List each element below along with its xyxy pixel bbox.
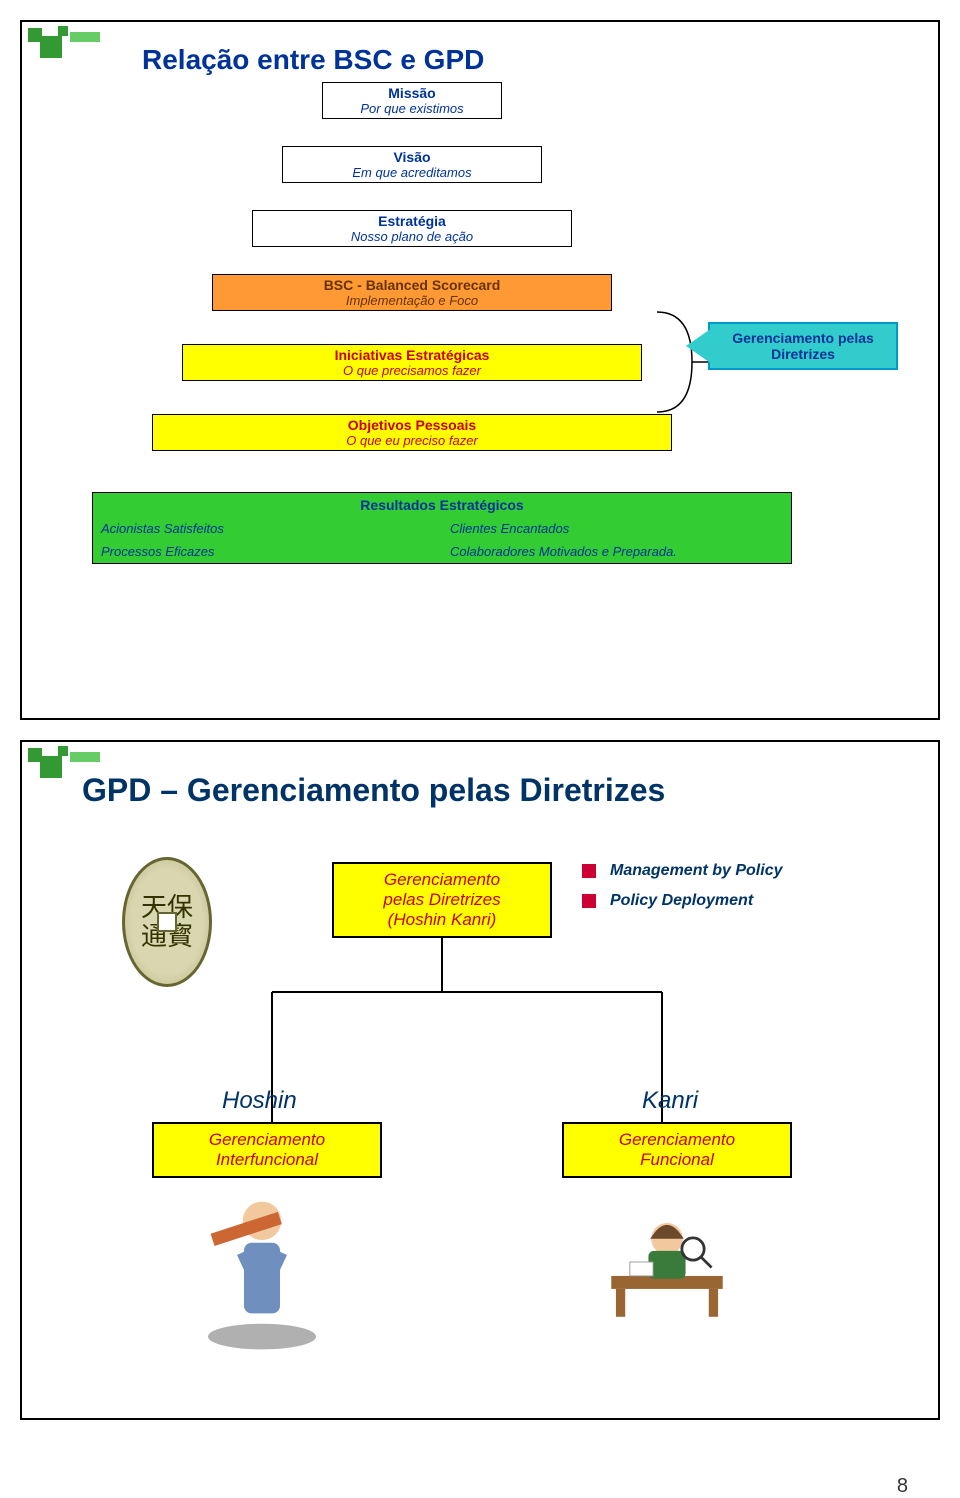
results-cell: Processos Eficazes bbox=[93, 540, 442, 563]
results-block: Resultados Estratégicos Acionistas Satis… bbox=[92, 492, 792, 564]
pyramid-sublabel: O que eu preciso fazer bbox=[153, 433, 671, 448]
slide2-title: GPD – Gerenciamento pelas Diretrizes bbox=[82, 772, 665, 809]
pyramid-level: VisãoEm que acreditamos bbox=[282, 146, 542, 183]
bullet-list: Management by Policy Policy Deployment bbox=[582, 862, 783, 922]
bullet-text: Management by Policy bbox=[610, 862, 783, 880]
pyramid-sublabel: Implementação e Foco bbox=[213, 293, 611, 308]
results-row: Processos EficazesColaboradores Motivado… bbox=[93, 540, 791, 563]
results-row: Acionistas SatisfeitosClientes Encantado… bbox=[93, 517, 791, 540]
pyramid-sublabel: Nosso plano de ação bbox=[253, 229, 571, 244]
gpd-arrow: Gerenciamento pelas Diretrizes bbox=[708, 322, 898, 370]
pyramid-sublabel: Em que acreditamos bbox=[283, 165, 541, 180]
bullet-item: Policy Deployment bbox=[582, 892, 783, 910]
pyramid-label: BSC - Balanced Scorecard bbox=[213, 277, 611, 293]
results-cell: Colaboradores Motivados e Preparada. bbox=[442, 540, 791, 563]
pyramid-label: Visão bbox=[283, 149, 541, 165]
interfuncional-box: GerenciamentoInterfuncional bbox=[152, 1122, 382, 1178]
corner-decoration bbox=[22, 22, 82, 82]
pyramid-label: Objetivos Pessoais bbox=[153, 417, 671, 433]
corner-decoration bbox=[22, 742, 82, 802]
pyramid-sublabel: O que precisamos fazer bbox=[183, 363, 641, 378]
slide1-title: Relação entre BSC e GPD bbox=[142, 44, 484, 76]
pyramid-level: Iniciativas EstratégicasO que precisamos… bbox=[182, 344, 642, 381]
bullet-text: Policy Deployment bbox=[610, 892, 753, 910]
pyramid-label: Iniciativas Estratégicas bbox=[183, 347, 641, 363]
bullet-square-icon bbox=[582, 894, 596, 908]
desk-figure-icon bbox=[602, 1172, 732, 1352]
pyramid-level: Objetivos PessoaisO que eu preciso fazer bbox=[152, 414, 672, 451]
results-title: Resultados Estratégicos bbox=[93, 493, 791, 517]
bullet-item: Management by Policy bbox=[582, 862, 783, 880]
kanri-heading: Kanri bbox=[642, 1087, 698, 1115]
slide-bsc-gpd: Relação entre BSC e GPD MissãoPor que ex… bbox=[20, 20, 940, 720]
pyramid-level: EstratégiaNosso plano de ação bbox=[252, 210, 572, 247]
org-connector bbox=[262, 937, 682, 1127]
funcional-box: GerenciamentoFuncional bbox=[562, 1122, 792, 1178]
page-number: 8 bbox=[897, 1475, 908, 1498]
pyramid-level: MissãoPor que existimos bbox=[322, 82, 502, 119]
bullet-square-icon bbox=[582, 864, 596, 878]
hoshin-heading: Hoshin bbox=[222, 1087, 297, 1115]
pyramid-label: Estratégia bbox=[253, 213, 571, 229]
gpd-arrow-label: Gerenciamento pelas Diretrizes bbox=[708, 322, 898, 370]
slide-gpd-breakdown: GPD – Gerenciamento pelas Diretrizes 天保通… bbox=[20, 740, 940, 1420]
results-cell: Clientes Encantados bbox=[442, 517, 791, 540]
pyramid-label: Missão bbox=[323, 85, 501, 101]
telescope-figure-icon bbox=[197, 1172, 327, 1352]
pyramid-level: BSC - Balanced ScorecardImplementação e … bbox=[212, 274, 612, 311]
hoshin-kanri-box: Gerenciamentopelas Diretrizes(Hoshin Kan… bbox=[332, 862, 552, 938]
results-cell: Acionistas Satisfeitos bbox=[93, 517, 442, 540]
pyramid-sublabel: Por que existimos bbox=[323, 101, 501, 116]
coin-icon: 天保通寳 bbox=[122, 857, 212, 987]
